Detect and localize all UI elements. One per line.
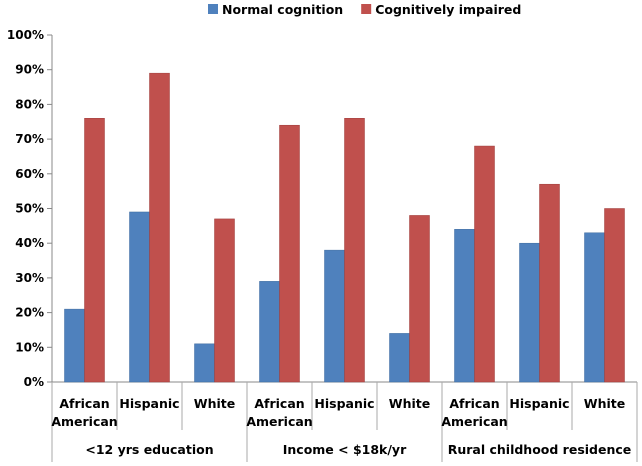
bar-cognitively-impaired xyxy=(344,118,365,383)
category-label: Hispanic xyxy=(119,396,179,411)
bar-normal-cognition xyxy=(259,281,280,383)
y-tick-label: 40% xyxy=(15,236,44,250)
bar-normal-cognition xyxy=(324,249,345,383)
bar-normal-cognition xyxy=(389,333,410,383)
bar-cognitively-impaired xyxy=(214,218,235,383)
bar-cognitively-impaired xyxy=(84,118,105,383)
legend-swatch xyxy=(361,4,372,14)
bar-normal-cognition xyxy=(584,232,605,383)
category-label: White xyxy=(584,396,625,411)
category-label: Hispanic xyxy=(314,396,374,411)
category-label-line: American xyxy=(246,414,312,429)
y-tick-label: 100% xyxy=(7,28,44,42)
category-label-line: African xyxy=(254,396,304,411)
y-tick-label: 0% xyxy=(24,375,44,389)
bar-cognitively-impaired xyxy=(539,183,560,383)
y-tick-label: 20% xyxy=(15,306,44,320)
bar-normal-cognition xyxy=(129,211,150,383)
category-label-line: American xyxy=(441,414,507,429)
bar-normal-cognition xyxy=(194,343,215,383)
y-tick-label: 70% xyxy=(15,132,44,146)
bar-cognitively-impaired xyxy=(474,145,495,383)
category-label: Hispanic xyxy=(509,396,569,411)
legend-label: Normal cognition xyxy=(222,2,343,17)
group-label: Rural childhood residence xyxy=(448,442,632,457)
category-label: White xyxy=(194,396,235,411)
y-tick-label: 50% xyxy=(15,202,44,216)
bar-normal-cognition xyxy=(454,229,475,383)
legend-swatch xyxy=(208,4,218,14)
category-label-line: African xyxy=(449,396,499,411)
group-label: <12 yrs education xyxy=(85,442,213,457)
category-label-line: American xyxy=(51,414,117,429)
group-label: Income < $18k/yr xyxy=(283,442,407,457)
bar-cognitively-impaired xyxy=(279,124,300,383)
y-tick-label: 60% xyxy=(15,167,44,181)
bar-normal-cognition xyxy=(64,308,85,383)
y-tick-label: 90% xyxy=(15,63,44,77)
category-label: White xyxy=(389,396,430,411)
bar-normal-cognition xyxy=(519,242,540,383)
bar-cognitively-impaired xyxy=(149,72,170,383)
category-label-line: African xyxy=(59,396,109,411)
y-tick-label: 10% xyxy=(15,340,44,354)
y-tick-label: 30% xyxy=(15,271,44,285)
y-tick-label: 80% xyxy=(15,97,44,111)
bar-cognitively-impaired xyxy=(604,208,625,383)
legend-label: Cognitively impaired xyxy=(375,2,521,17)
bar-cognitively-impaired xyxy=(409,215,430,383)
